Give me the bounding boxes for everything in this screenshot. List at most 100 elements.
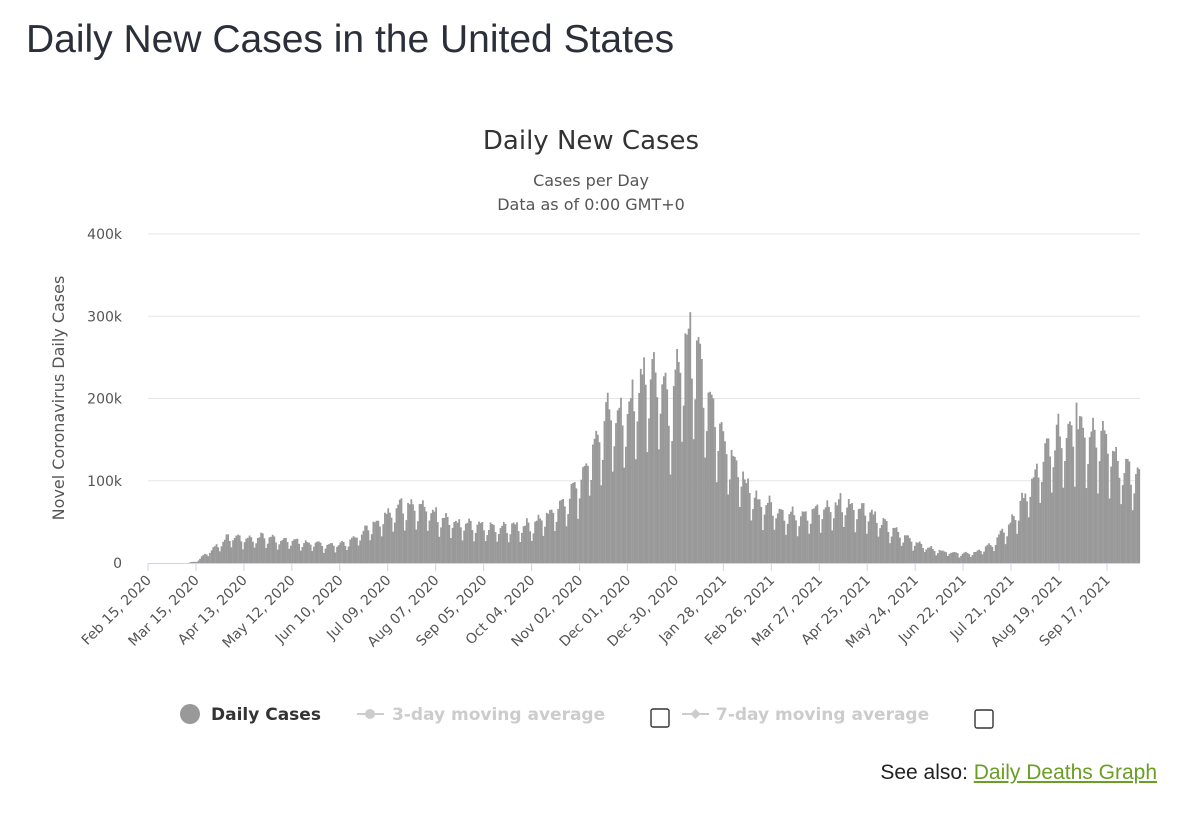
bar[interactable] [620, 397, 622, 563]
bar[interactable] [1064, 461, 1066, 563]
bar[interactable] [250, 537, 253, 563]
bar[interactable] [270, 536, 272, 563]
bar[interactable] [474, 532, 477, 563]
bar[interactable] [547, 513, 550, 563]
bar[interactable] [605, 402, 608, 563]
bar[interactable] [922, 548, 924, 563]
bar[interactable] [679, 372, 682, 563]
bar[interactable] [818, 514, 820, 563]
bar[interactable] [266, 543, 269, 563]
bar[interactable] [425, 511, 428, 563]
bar[interactable] [895, 527, 898, 563]
bar[interactable] [615, 423, 617, 563]
bar[interactable] [699, 343, 702, 563]
bar[interactable] [808, 533, 811, 563]
bar[interactable] [446, 516, 449, 563]
daily-deaths-graph-link[interactable]: Daily Deaths Graph [973, 761, 1157, 784]
bar[interactable] [215, 544, 218, 563]
bar[interactable] [941, 550, 944, 563]
bar[interactable] [530, 540, 533, 563]
bar[interactable] [1050, 492, 1053, 563]
bar[interactable] [790, 511, 792, 563]
bar[interactable] [554, 530, 556, 563]
bar[interactable] [903, 535, 906, 563]
bar[interactable] [245, 538, 248, 563]
bar[interactable] [217, 547, 220, 563]
bar[interactable] [390, 517, 393, 563]
bar[interactable] [1006, 536, 1009, 563]
bar[interactable] [592, 444, 594, 563]
bar[interactable] [448, 524, 451, 563]
bar[interactable] [532, 533, 535, 563]
bar[interactable] [1007, 524, 1010, 563]
bar[interactable] [235, 535, 238, 563]
bar[interactable] [672, 386, 675, 563]
bar[interactable] [648, 418, 650, 563]
bar[interactable] [309, 544, 312, 563]
bar[interactable] [766, 502, 769, 563]
bar[interactable] [912, 550, 915, 563]
bar[interactable] [494, 532, 497, 563]
bar[interactable] [864, 515, 867, 563]
bar[interactable] [288, 548, 291, 563]
bar[interactable] [664, 372, 667, 563]
bar[interactable] [504, 523, 507, 563]
bar[interactable] [1108, 498, 1111, 563]
bar[interactable] [760, 506, 763, 563]
bar[interactable] [1044, 443, 1047, 563]
bar[interactable] [431, 509, 434, 563]
bar[interactable] [804, 511, 807, 563]
bar[interactable] [710, 394, 713, 563]
bar[interactable] [430, 513, 433, 563]
bar[interactable] [549, 509, 551, 563]
bar[interactable] [829, 512, 832, 563]
bar[interactable] [960, 555, 962, 563]
bar[interactable] [370, 534, 373, 563]
bar[interactable] [478, 521, 480, 563]
bar[interactable] [545, 512, 548, 563]
bar[interactable] [469, 520, 472, 563]
bar[interactable] [453, 521, 456, 563]
bar[interactable] [757, 499, 759, 563]
checkbox-3-day-average[interactable] [650, 708, 670, 728]
bar[interactable] [296, 538, 299, 563]
bar[interactable] [636, 421, 639, 563]
bar[interactable] [1011, 514, 1014, 563]
bar[interactable] [714, 427, 716, 563]
bar[interactable] [1083, 437, 1086, 563]
bar[interactable] [233, 537, 236, 563]
bar[interactable] [613, 446, 616, 563]
bar[interactable] [195, 561, 198, 563]
bar[interactable] [834, 502, 837, 563]
bar[interactable] [943, 551, 946, 563]
bar[interactable] [724, 441, 726, 563]
bar[interactable] [1135, 474, 1137, 563]
bar[interactable] [403, 530, 406, 563]
bar[interactable] [866, 533, 868, 563]
bar[interactable] [314, 542, 317, 563]
bar[interactable] [418, 504, 421, 563]
bar[interactable] [1026, 501, 1028, 563]
bar[interactable] [705, 431, 708, 563]
bar[interactable] [354, 537, 357, 563]
bar[interactable] [329, 543, 332, 563]
bar[interactable] [392, 531, 395, 563]
bar[interactable] [1092, 417, 1094, 563]
bar[interactable] [638, 393, 641, 563]
bar[interactable] [1012, 516, 1015, 563]
bar[interactable] [686, 334, 688, 563]
bar[interactable] [889, 543, 891, 563]
bar[interactable] [251, 541, 254, 563]
bar[interactable] [395, 508, 398, 563]
bar[interactable] [986, 544, 989, 563]
bar[interactable] [687, 328, 690, 563]
bar[interactable] [998, 534, 1000, 563]
bar[interactable] [1067, 423, 1070, 563]
bar[interactable] [966, 552, 969, 563]
bar[interactable] [346, 549, 348, 563]
bar[interactable] [671, 441, 674, 563]
bar[interactable] [799, 516, 802, 563]
bar[interactable] [283, 537, 286, 563]
bar[interactable] [550, 509, 553, 563]
bar[interactable] [1031, 478, 1033, 563]
